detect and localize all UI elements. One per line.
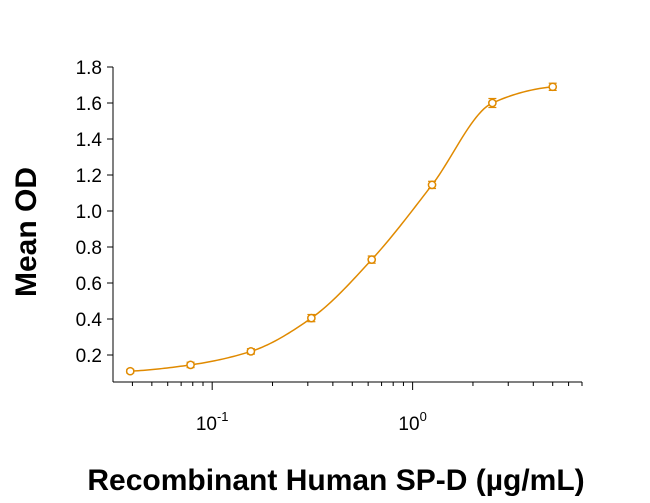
data-marker	[125, 366, 135, 376]
y-tick-label: 0.8	[76, 238, 102, 259]
data-marker	[246, 347, 256, 356]
data-point	[548, 82, 558, 92]
y-axis: 0.2 0.4 0.6 0.8 1.0 1.2 1.4 1.6 1.8	[76, 58, 114, 382]
y-tick-label: 1.6	[76, 94, 102, 115]
x-tick-label: 100	[398, 409, 426, 435]
data-marker	[367, 255, 377, 264]
data-marker	[488, 98, 497, 108]
fit-curve-layer	[130, 86, 553, 372]
data-marker	[548, 82, 558, 92]
y-tick-label: 1.2	[76, 166, 102, 187]
y-tick-label: 0.2	[76, 346, 102, 367]
data-point	[488, 97, 497, 109]
y-tick-label: 1.8	[76, 58, 102, 79]
data-point	[246, 347, 256, 356]
x-axis-title: Recombinant Human SP-D (µg/mL)	[87, 464, 584, 497]
data-point	[427, 180, 437, 190]
y-tick-label: 0.4	[76, 310, 103, 331]
fit-curve	[130, 86, 553, 372]
y-tick-label: 1.4	[76, 130, 103, 151]
data-marker	[307, 313, 316, 323]
data-point	[125, 366, 135, 376]
data-point	[307, 313, 316, 323]
y-tick-label: 1.0	[76, 202, 102, 223]
y-tick-label: 0.6	[76, 274, 102, 295]
data-marker	[186, 360, 195, 370]
data-point	[367, 255, 377, 264]
x-axis: 10-1 100	[113, 381, 583, 435]
data-points-layer	[125, 82, 558, 376]
data-marker	[427, 180, 437, 190]
x-tick-label: 10-1	[196, 409, 229, 435]
data-point	[186, 360, 195, 370]
y-axis-title: Mean OD	[10, 167, 43, 297]
